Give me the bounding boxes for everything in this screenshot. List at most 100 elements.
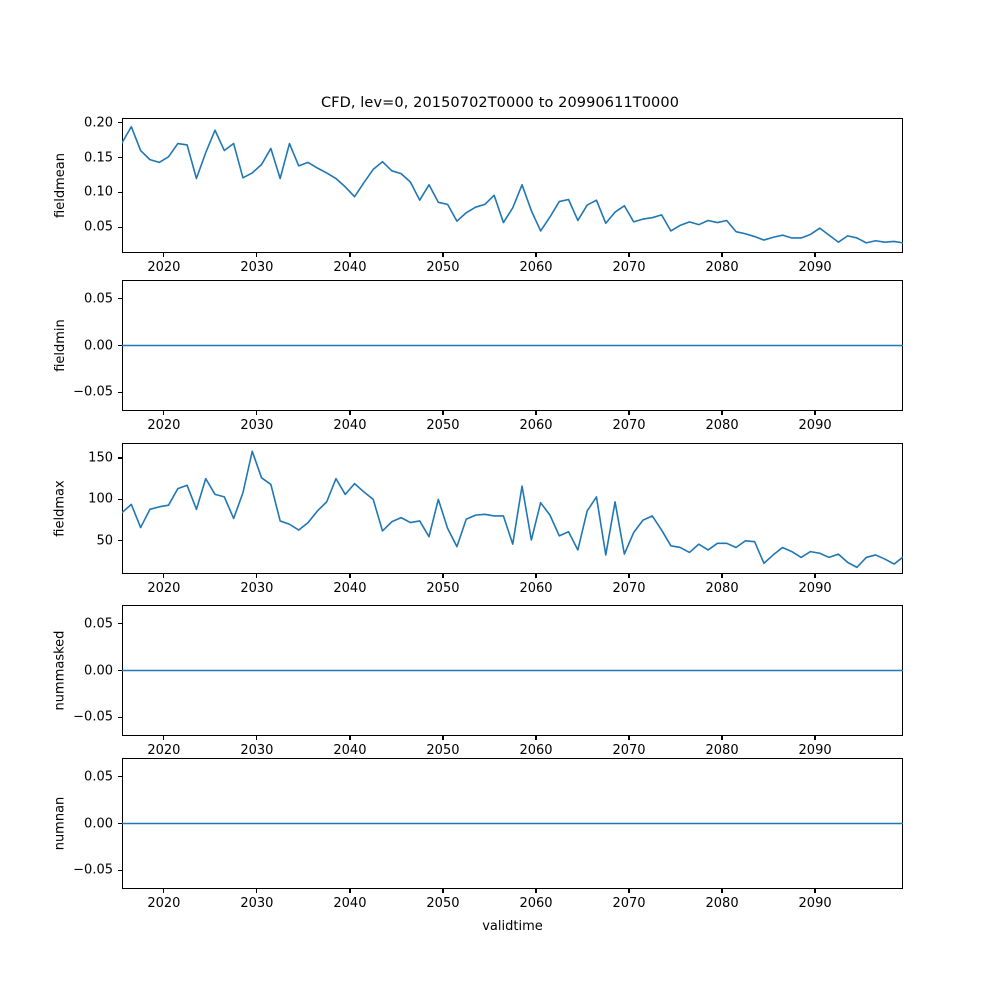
y-tick-mark [118,191,122,194]
x-tick-label: 2050 [426,260,460,275]
x-tick-mark [163,574,165,578]
x-tick-mark [256,411,258,415]
x-tick-label: 2040 [333,418,367,433]
y-tick-label: 0.05 [84,616,113,632]
x-tick-label: 2050 [426,743,460,758]
x-tick-label: 2060 [519,260,553,275]
x-tick-mark [535,889,537,893]
x-tick-label: 2060 [519,896,553,911]
y-tick-mark [118,391,122,393]
subplot-fieldmin: −0.05 0.00 0.05 2020 2030 2040 2050 2060 2070 208… [73,280,903,433]
subplot-fieldmean: 0.05 0.10 0.15 0.20 2020 2030 2040 2050 2060 2070… [84,115,903,275]
axes-frame [122,443,903,574]
x-tick-mark [163,253,165,257]
x-tick-label: 2050 [426,896,460,911]
y-axis-label-fieldmax: fieldmax [52,480,68,537]
x-tick-label: 2090 [798,896,832,911]
x-tick-label: 2090 [798,418,832,433]
y-axis-label-fieldmin: fieldmin [52,319,68,372]
x-tick-label: 2080 [705,581,739,596]
y-tick-mark [118,226,122,229]
x-tick-label: 2070 [612,743,646,758]
x-tick-label: 2090 [798,260,832,275]
x-tick-label: 2020 [147,743,181,758]
subplot-fieldmax: 50 100 150 2020 2030 2040 2050 2060 2070 2080 2090 [88,443,903,596]
x-tick-mark [535,253,537,257]
y-tick-mark [118,298,122,300]
x-tick-label: 2070 [612,581,646,596]
x-tick-mark [163,411,165,415]
y-tick-label: 100 [88,491,113,507]
x-tick-mark [442,736,444,740]
x-tick-mark [814,574,816,578]
y-tick-mark [118,121,122,124]
x-tick-label: 2060 [519,418,553,433]
y-tick-mark [118,540,122,542]
y-tick-mark [118,498,122,500]
y-tick-mark [118,344,122,347]
x-tick-mark [442,574,444,578]
y-tick-label: 0.20 [84,115,113,131]
y-tick-label: 50 [96,533,113,549]
subplot-numnan: −0.05 0.00 0.05 2020 2030 2040 2050 2060 2070 208… [73,758,903,911]
x-tick-label: 2050 [426,581,460,596]
x-tick-mark [535,736,537,740]
data-line-numnan [122,822,903,825]
x-tick-mark [721,253,723,257]
x-tick-mark [256,889,258,893]
figure-title: CFD, lev=0, 20150702T0000 to 20990611T00… [320,95,680,111]
x-tick-mark [721,411,723,415]
x-tick-label: 2090 [798,581,832,596]
x-tick-label: 2060 [519,743,553,758]
x-tick-label: 2070 [612,896,646,911]
y-tick-mark [118,156,122,159]
x-tick-label: 2020 [147,896,181,911]
x-tick-label: 2040 [333,260,367,275]
x-tick-label: 2070 [612,418,646,433]
x-tick-label: 2040 [333,743,367,758]
x-tick-mark [535,574,537,578]
x-tick-mark [442,889,444,893]
x-tick-mark [814,889,816,893]
x-tick-label: 2050 [426,418,460,433]
x-tick-mark [628,889,630,893]
y-tick-label: 0.15 [84,150,113,166]
x-tick-mark [256,736,258,740]
y-tick-label: 0.05 [84,219,113,235]
y-tick-mark [118,869,122,871]
x-tick-label: 2020 [147,418,181,433]
y-axis-label-numnan: numnan [52,796,68,851]
x-tick-mark [721,889,723,893]
x-tick-label: 2090 [798,743,832,758]
x-tick-label: 2070 [612,260,646,275]
subplot-nummasked: −0.05 0.00 0.05 2020 2030 2040 2050 2060 2070 208… [73,605,903,758]
x-tick-label: 2080 [705,896,739,911]
y-tick-label: 0.05 [84,769,113,785]
x-axis-label: validtime [482,919,543,934]
x-tick-label: 2030 [240,418,274,433]
data-line-fieldmean [122,125,903,244]
x-tick-mark [349,736,351,740]
y-tick-label: −0.05 [73,862,113,878]
x-tick-mark [442,253,444,257]
y-tick-label: 0.10 [84,184,113,200]
x-tick-mark [628,736,630,740]
x-tick-label: 2040 [333,896,367,911]
x-tick-label: 2030 [240,581,274,596]
x-tick-mark [628,253,630,257]
x-tick-label: 2040 [333,581,367,596]
x-tick-mark [256,574,258,578]
x-tick-label: 2020 [147,260,181,275]
y-tick-mark [118,457,122,459]
x-tick-mark [163,889,165,893]
x-tick-label: 2030 [240,260,274,275]
x-tick-mark [442,411,444,415]
data-line-fieldmin [122,344,903,347]
axes-frame [122,118,903,253]
x-tick-label: 2060 [519,581,553,596]
x-tick-mark [721,736,723,740]
y-tick-label: 0.00 [84,338,113,353]
data-line-fieldmax [122,450,903,569]
y-axis-label-fieldmean: fieldmean [52,153,68,218]
y-tick-label: 150 [88,450,113,466]
